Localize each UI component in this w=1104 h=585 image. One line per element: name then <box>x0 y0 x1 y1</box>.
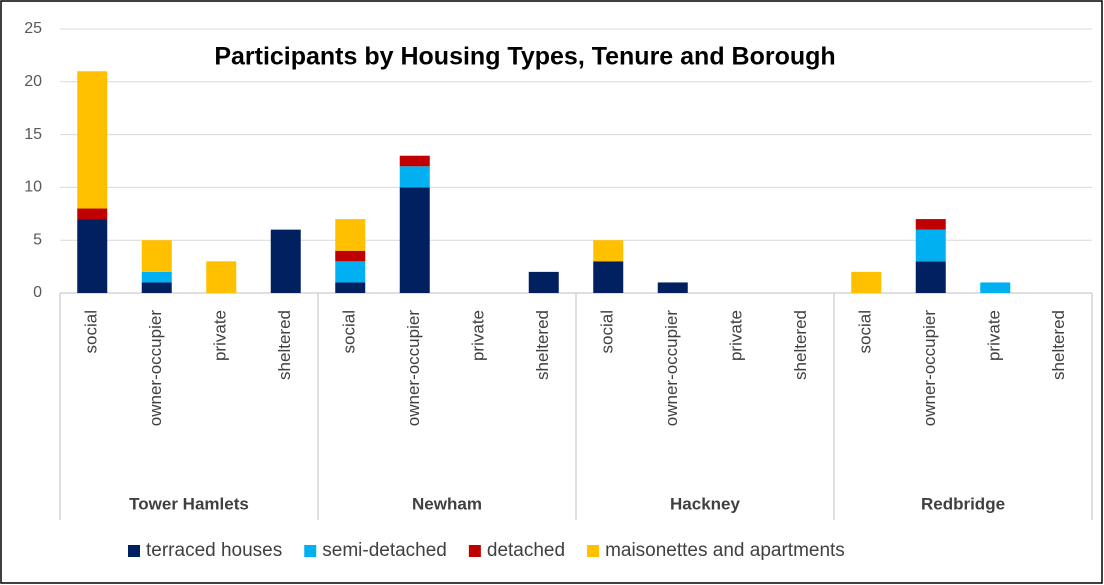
bar-segment <box>77 219 108 293</box>
legend-label: maisonettes and apartments <box>605 540 845 561</box>
y-tick-label: 0 <box>33 284 42 301</box>
x-tick-label: owner-occupier <box>404 310 423 427</box>
bar-segment <box>77 71 108 209</box>
x-tick-label: social <box>598 310 617 353</box>
x-tick-label: sheltered <box>275 310 294 380</box>
y-tick-label: 5 <box>33 231 42 248</box>
y-tick-label: 15 <box>24 126 42 143</box>
bar-segment <box>915 261 946 293</box>
bar-segment <box>851 271 882 293</box>
bar-segment <box>528 271 559 293</box>
bar-segment <box>335 261 366 283</box>
legend-swatch <box>587 545 600 557</box>
bar-segment <box>399 166 430 188</box>
x-tick-label: private <box>727 310 746 361</box>
legend-swatch <box>128 545 140 557</box>
bar-segment <box>593 261 624 293</box>
group-label: Tower Hamlets <box>129 494 249 513</box>
x-tick-label: sheltered <box>1049 310 1068 380</box>
y-tick-label: 20 <box>24 73 42 90</box>
legend-swatch <box>304 545 317 557</box>
group-label: Redbridge <box>921 494 1005 513</box>
bar-segment <box>399 155 430 167</box>
x-tick-label: private <box>211 310 230 361</box>
x-tick-label: owner-occupier <box>662 310 681 427</box>
bar-segment <box>335 219 366 251</box>
x-tick-label: social <box>82 310 101 353</box>
x-tick-label: owner-occupier <box>146 310 165 427</box>
bar-segment <box>399 187 430 293</box>
bar-segment <box>915 219 946 230</box>
x-tick-label: private <box>469 310 488 361</box>
bar-segment <box>657 282 688 293</box>
bar-segment <box>77 208 108 220</box>
x-tick-label: sheltered <box>791 310 810 380</box>
x-tick-label: social <box>340 310 359 353</box>
bar-segment <box>593 240 624 262</box>
x-tick-label: owner-occupier <box>920 310 939 427</box>
x-tick-label: sheltered <box>533 310 552 380</box>
bar-segment <box>980 282 1011 293</box>
bar-segment <box>206 261 237 293</box>
group-label: Newham <box>412 494 482 513</box>
legend-label: detached <box>487 540 565 561</box>
group-label: Hackney <box>670 494 740 513</box>
bar-segment <box>141 240 172 272</box>
x-tick-label: private <box>985 310 1004 361</box>
legend-label: semi-detached <box>322 540 447 561</box>
bar-segment <box>335 250 366 262</box>
x-tick-label: social <box>856 310 875 353</box>
legend-swatch <box>468 545 481 557</box>
chart-title: Participants by Housing Types, Tenure an… <box>214 43 835 71</box>
bar-segment <box>915 229 946 262</box>
bar-segment <box>141 271 172 283</box>
legend-label: terraced houses <box>146 540 282 561</box>
y-tick-label: 10 <box>24 179 42 196</box>
bar-segment <box>141 282 172 293</box>
y-tick-label: 25 <box>24 20 42 37</box>
bar-segment <box>335 282 366 293</box>
bar-segment <box>270 229 301 293</box>
